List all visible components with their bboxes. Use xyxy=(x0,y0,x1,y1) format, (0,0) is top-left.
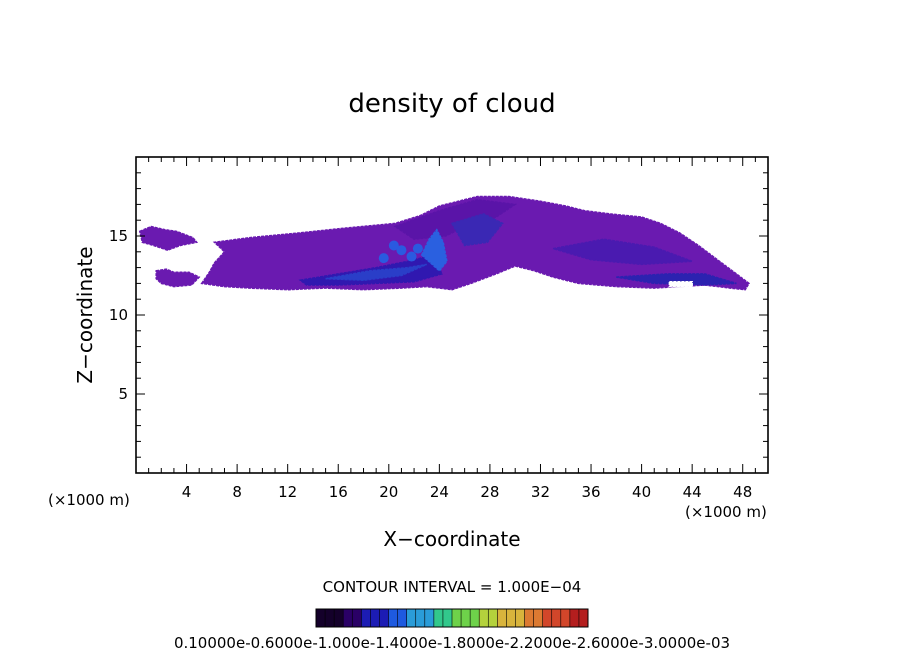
colorbar-cell xyxy=(379,609,390,627)
y-tick-label: 10 xyxy=(109,306,128,324)
cloud-shade-right xyxy=(552,238,693,266)
dense-blob xyxy=(406,251,417,262)
chart-title: density of cloud xyxy=(348,89,555,119)
x-tick-label: 24 xyxy=(430,483,449,501)
x-tick-label: 16 xyxy=(329,483,348,501)
colorbar-cell xyxy=(578,609,589,627)
dense-band-left-core xyxy=(325,263,428,281)
colorbar-cell xyxy=(424,609,435,627)
cloud-field xyxy=(138,195,750,291)
colorbar-cell xyxy=(497,609,507,627)
dense-blob xyxy=(396,245,407,256)
x-units-right: (×1000 m) xyxy=(685,503,767,521)
colorbar-cell xyxy=(524,609,535,627)
colorbar-cell xyxy=(560,609,571,627)
colorbar-cell xyxy=(442,609,453,627)
colorbar-cell xyxy=(433,609,444,627)
clear-strip xyxy=(668,281,693,288)
colorbar-cell xyxy=(551,609,562,627)
colorbar-labels: 0.10000e-0.6000e-1.000e-1.4000e-1.8000e-… xyxy=(174,634,730,652)
x-tick-label: 44 xyxy=(683,483,702,501)
x-tick-label: 4 xyxy=(182,483,192,501)
colorbar-cell xyxy=(506,609,516,627)
dense-blob xyxy=(388,240,399,251)
cloud-patch-left-lower xyxy=(155,268,201,288)
x-axis-label: X−coordinate xyxy=(383,527,520,551)
colorbar-cell xyxy=(361,609,371,627)
colorbar-cell xyxy=(533,609,544,627)
colorbar-cell xyxy=(370,609,380,627)
colorbar-cell xyxy=(542,609,553,627)
x-tick-label: 40 xyxy=(632,483,651,501)
dense-band-right xyxy=(616,273,737,286)
colorbar-cell xyxy=(388,609,399,627)
colorbar-cell xyxy=(569,609,580,627)
colorbar-cell xyxy=(397,609,408,627)
x-units-left: (×1000 m) xyxy=(48,491,130,509)
colorbar-frame xyxy=(315,608,589,628)
colorbar-cell xyxy=(452,609,462,627)
cloud-patch-left-upper xyxy=(138,225,199,251)
y-tick-label: 15 xyxy=(109,227,128,245)
dense-plume xyxy=(420,228,448,272)
cloud-shade-top xyxy=(393,198,518,240)
dense-blob xyxy=(378,253,389,264)
y-tick-label: 5 xyxy=(118,385,128,403)
contour-interval-note: CONTOUR INTERVAL = 1.000E−04 xyxy=(323,578,582,596)
x-tick-label: 8 xyxy=(232,483,242,501)
colorbar-cell xyxy=(515,609,526,627)
colorbar-cell xyxy=(343,609,353,627)
x-tick-label: 28 xyxy=(480,483,499,501)
x-tick-label: 12 xyxy=(278,483,297,501)
colorbar-cell xyxy=(352,609,362,627)
x-tick-label: 36 xyxy=(581,483,600,501)
colorbar-cell xyxy=(415,609,426,627)
colorbar-cell xyxy=(334,609,344,627)
x-tick-label: 48 xyxy=(733,483,752,501)
colorbar-cell xyxy=(479,609,489,627)
x-tick-label: 20 xyxy=(379,483,398,501)
colorbar-cell xyxy=(316,609,326,627)
colorbar-cell xyxy=(470,609,480,627)
colorbar-cell xyxy=(325,609,335,627)
dense-blob xyxy=(412,243,423,254)
colorbar-cell xyxy=(488,609,498,627)
colorbar-cell xyxy=(461,609,471,627)
colorbar xyxy=(315,608,589,628)
x-tick-label: 32 xyxy=(531,483,550,501)
cloud-shade-center xyxy=(450,213,504,247)
y-axis-label: Z−coordinate xyxy=(73,246,97,383)
colorbar-cell xyxy=(406,609,417,627)
